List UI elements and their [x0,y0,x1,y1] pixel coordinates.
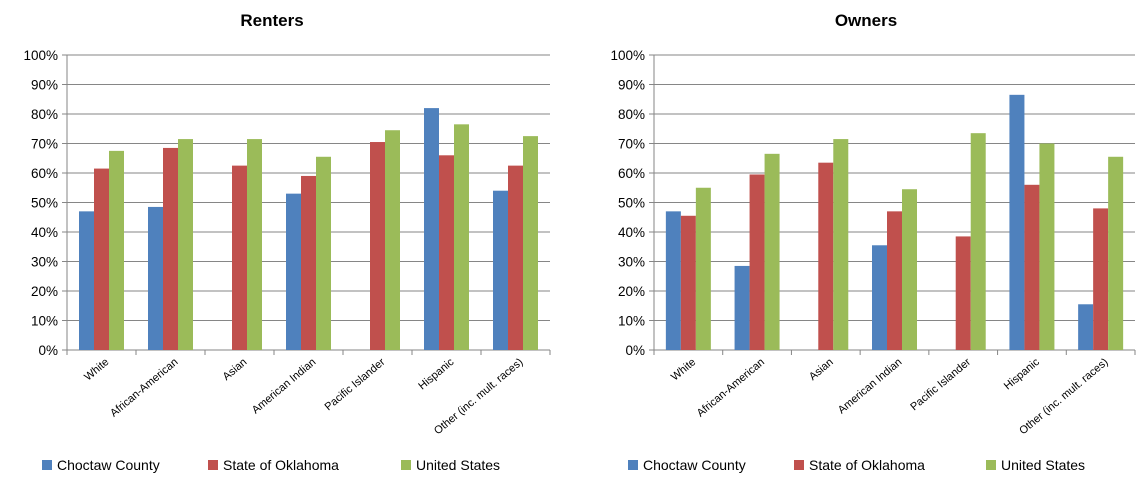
bar-united-states [695,187,711,350]
bar-state-of-oklahoma [1024,184,1040,350]
y-tick-label: 50% [618,196,645,211]
x-tick-label: White [669,356,698,383]
x-tick-label: Asian [807,356,836,383]
bar-state-of-oklahoma [955,236,971,350]
y-tick-label: 60% [31,166,58,181]
bar-united-states [178,139,193,350]
legend-label: State of Oklahoma [809,457,925,473]
y-tick-label: 70% [618,137,645,152]
legend-label: United States [416,457,500,473]
y-tick-label: 20% [31,284,58,299]
y-tick-label: 0% [38,343,58,358]
bar-united-states [833,139,849,350]
bar-united-states [316,156,331,350]
chart-title: Owners [835,11,897,30]
bar-choctaw-county [79,211,94,350]
x-tick-label: Pacific Islander [323,356,388,413]
bar-united-states [764,153,780,350]
x-tick-label: African-American [695,356,767,419]
y-tick-label: 30% [31,255,58,270]
legend-swatch [628,460,638,470]
legend: Choctaw County State of Oklahoma United St… [628,457,1085,473]
bar-united-states [109,150,124,350]
y-tick-label: 10% [31,314,58,329]
x-tick-label: American Indian [836,356,905,416]
y-tick-label: 10% [618,314,645,329]
legend-label: Choctaw County [57,457,160,473]
x-tick-label: Pacific Islander [908,356,973,413]
y-tick-label: 90% [31,78,58,93]
legend-swatch [208,460,218,470]
y-tick-label: 60% [618,166,645,181]
y-tick-label: 90% [618,78,645,93]
y-tick-label: 80% [31,107,58,122]
bar-state-of-oklahoma [887,211,902,350]
bar-choctaw-county [1078,304,1094,350]
x-tick-label: Hispanic [416,356,456,393]
y-tick-label: 50% [31,196,58,211]
bar-choctaw-county [148,206,163,350]
chart-owners: Owners 0% 10% 20% 30% 40% 50% 60% 70% 80% 90% 100% W… [610,11,1136,473]
chart-title: Renters [240,11,303,30]
bar-united-states [454,124,469,350]
y-tick-label: 100% [23,48,58,63]
bar-state-of-oklahoma [232,165,247,350]
bar-united-states [970,133,986,350]
y-tick-label: 20% [618,284,645,299]
bar-choctaw-county [665,211,681,350]
y-tick-label: 30% [618,255,645,270]
chart-renters: Renters 0% 10% 20% 30% 40% 50% 60% 70% 80% 90% 100%… [23,11,551,473]
bar-state-of-oklahoma [163,147,178,350]
x-tick-label: Hispanic [1002,356,1042,393]
legend-swatch [42,460,52,470]
y-tick-label: 40% [618,225,645,240]
bar-state-of-oklahoma [508,165,523,350]
legend-label: State of Oklahoma [223,457,339,473]
legend-swatch [401,460,411,470]
y-tick-label: 40% [31,225,58,240]
bar-state-of-oklahoma [370,142,385,350]
y-tick-label: 70% [31,137,58,152]
y-tick-label: 0% [625,343,645,358]
bar-state-of-oklahoma [749,174,765,350]
x-tick-label: American Indian [250,356,319,416]
bar-state-of-oklahoma [680,215,696,350]
legend-swatch [986,460,996,470]
legend-label: Choctaw County [643,457,746,473]
x-tick-label: African-American [108,356,180,419]
legend-swatch [794,460,804,470]
bar-choctaw-county [286,193,301,350]
bar-state-of-oklahoma [818,162,834,350]
legend: Choctaw County State of Oklahoma United St… [42,457,500,473]
bar-state-of-oklahoma [439,155,454,350]
y-tick-label: 80% [618,107,645,122]
bar-choctaw-county [872,245,887,350]
bar-united-states [247,139,262,350]
bar-choctaw-county [734,265,750,350]
bar-choctaw-county [493,190,508,350]
bar-united-states [523,136,538,350]
bar-state-of-oklahoma [301,175,316,350]
bar-choctaw-county [1009,94,1025,350]
x-tick-label: Asian [221,356,250,383]
bar-united-states [1108,156,1124,350]
y-tick-label: 100% [610,48,645,63]
bar-united-states [385,130,400,350]
bar-choctaw-county [424,108,439,350]
bar-united-states [1039,143,1055,350]
bar-state-of-oklahoma [94,168,109,350]
bar-united-states [902,189,917,350]
bar-state-of-oklahoma [1093,208,1109,350]
x-tick-label: White [82,356,111,383]
legend-label: United States [1001,457,1085,473]
